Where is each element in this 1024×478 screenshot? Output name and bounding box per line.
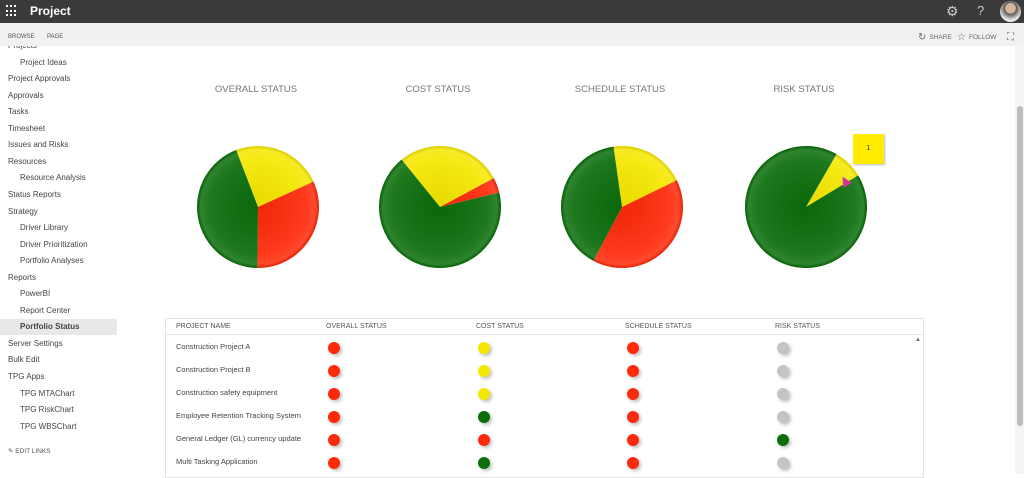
app-title[interactable]: Project bbox=[30, 4, 71, 18]
status-indicator-gray bbox=[777, 365, 789, 377]
project-name[interactable]: Employee Retention Tracking System bbox=[176, 411, 302, 420]
status-indicator-red bbox=[627, 365, 639, 377]
waffle-icon[interactable] bbox=[6, 5, 18, 17]
chart-title: RISK STATUS bbox=[773, 84, 835, 95]
pie-schedule-status bbox=[561, 146, 683, 268]
share-icon: ↻ bbox=[918, 32, 927, 43]
pie-overall-status bbox=[197, 145, 320, 268]
share-label: SHARE bbox=[929, 34, 952, 41]
status-indicator-red bbox=[478, 434, 490, 446]
star-icon: ☆ bbox=[957, 32, 966, 43]
table-row[interactable]: Construction safety equipment bbox=[166, 382, 923, 405]
edit-links-label: EDIT LINKS bbox=[15, 448, 51, 455]
sidebar-item-status-reports[interactable]: Status Reports bbox=[8, 189, 61, 199]
sidebar-item-tpg-riskchart[interactable]: TPG RiskChart bbox=[20, 405, 74, 415]
page-scrollbar[interactable] bbox=[1015, 46, 1024, 474]
table-row[interactable]: Employee Retention Tracking System bbox=[166, 405, 923, 428]
status-indicator-red bbox=[328, 365, 340, 377]
col-schedule-status[interactable]: SCHEDULE STATUS bbox=[625, 323, 692, 330]
status-indicator-green bbox=[777, 434, 789, 446]
ribbon: BROWSE PAGE ↻ SHARE ☆ FOLLOW ⛶ bbox=[0, 23, 1024, 46]
status-indicator-red bbox=[627, 457, 639, 469]
col-risk-status[interactable]: RISK STATUS bbox=[775, 323, 820, 330]
sidebar-item-server-settings[interactable]: Server Settings bbox=[8, 338, 63, 348]
project-name[interactable]: Multi Tasking Application bbox=[176, 457, 258, 466]
table-row[interactable]: General Ledger (GL) currency update bbox=[166, 428, 923, 451]
sidebar-item-strategy[interactable]: Strategy bbox=[8, 206, 38, 216]
focus-icon[interactable]: ⛶ bbox=[1007, 32, 1014, 43]
status-indicator-red bbox=[627, 411, 639, 423]
help-icon[interactable]: ? bbox=[977, 3, 985, 18]
status-indicator-yellow bbox=[478, 365, 490, 377]
status-indicator-red bbox=[328, 411, 340, 423]
sidebar-item-reports[interactable]: Reports bbox=[8, 272, 37, 282]
status-indicator-gray bbox=[777, 342, 789, 354]
pie-tooltip: 1 bbox=[853, 134, 884, 164]
table-row[interactable]: Construction Project B bbox=[166, 359, 923, 382]
table-row[interactable]: Construction Project A bbox=[166, 336, 923, 359]
quick-launch: ✎ EDIT LINKS Projects Project Ideas Projec… bbox=[0, 46, 117, 474]
status-indicator-red bbox=[328, 434, 340, 446]
sidebar-item-tasks[interactable]: Tasks bbox=[8, 107, 29, 117]
status-indicator-red bbox=[328, 342, 340, 354]
pie-risk-status bbox=[745, 146, 868, 269]
sidebar-item-tpg-mtachart[interactable]: TPG MTAChart bbox=[20, 388, 75, 398]
suite-bar: Project ⚙ ? bbox=[0, 0, 1024, 23]
col-overall-status[interactable]: OVERALL STATUS bbox=[326, 323, 387, 330]
sidebar-item-portfolio-analyses[interactable]: Portfolio Analyses bbox=[20, 256, 84, 266]
avatar[interactable] bbox=[1000, 1, 1021, 22]
sidebar-item-projects[interactable]: Projects bbox=[0, 46, 117, 54]
col-cost-status[interactable]: COST STATUS bbox=[476, 323, 524, 330]
chart-title: COST STATUS bbox=[405, 84, 471, 95]
sidebar-item-project-approvals[interactable]: Project Approvals bbox=[8, 74, 71, 84]
project-name[interactable]: Construction Project B bbox=[176, 365, 251, 374]
tab-browse[interactable]: BROWSE bbox=[8, 34, 35, 40]
sidebar-item-portfolio-status[interactable]: Portfolio Status bbox=[0, 319, 117, 336]
status-indicator-red bbox=[627, 342, 639, 354]
sidebar-item-project-ideas[interactable]: Project Ideas bbox=[20, 57, 67, 67]
project-name[interactable]: General Ledger (GL) currency update bbox=[176, 434, 302, 443]
status-indicator-green bbox=[478, 411, 490, 423]
gear-icon[interactable]: ⚙ bbox=[946, 3, 959, 19]
sidebar-item-tpg-apps[interactable]: TPG Apps bbox=[8, 372, 45, 381]
sidebar-item-resource-analysis[interactable]: Resource Analysis bbox=[20, 173, 86, 183]
project-status-table: PROJECT NAME OVERALL STATUS COST STATUS … bbox=[165, 318, 924, 478]
project-name[interactable]: Construction Project A bbox=[176, 342, 251, 351]
sidebar-item-bulk-edit[interactable]: Bulk Edit bbox=[8, 355, 40, 365]
scroll-up-icon[interactable]: ▲ bbox=[915, 337, 921, 343]
project-name[interactable]: Construction safety equipment bbox=[176, 388, 278, 397]
follow-button[interactable]: ☆ FOLLOW bbox=[957, 32, 996, 43]
follow-label: FOLLOW bbox=[968, 34, 997, 41]
status-indicator-yellow bbox=[478, 342, 490, 354]
table-header: PROJECT NAME OVERALL STATUS COST STATUS … bbox=[166, 319, 923, 335]
status-indicator-gray bbox=[777, 411, 789, 423]
sidebar-item-approvals[interactable]: Approvals bbox=[8, 90, 44, 100]
status-indicator-yellow bbox=[478, 388, 490, 400]
sidebar-item-timesheet[interactable]: Timesheet bbox=[8, 123, 46, 133]
table-row[interactable]: Multi Tasking Application bbox=[166, 451, 923, 474]
status-indicator-red bbox=[627, 434, 639, 446]
status-indicator-red bbox=[328, 457, 340, 469]
sidebar-item-tpg-wbschart[interactable]: TPG WBSChart bbox=[20, 421, 77, 431]
chart-title: SCHEDULE STATUS bbox=[574, 84, 666, 95]
sidebar-item-resources[interactable]: Resources bbox=[8, 156, 47, 166]
status-indicator-gray bbox=[777, 457, 789, 469]
pie-cost-status bbox=[379, 146, 501, 268]
status-indicator-red bbox=[627, 388, 639, 400]
sidebar-item-report-center[interactable]: Report Center bbox=[20, 305, 71, 315]
tab-page[interactable]: PAGE bbox=[47, 34, 64, 40]
status-indicator-gray bbox=[777, 388, 789, 400]
edit-links-button[interactable]: ✎ EDIT LINKS bbox=[8, 448, 51, 455]
col-project-name[interactable]: PROJECT NAME bbox=[176, 323, 231, 330]
sidebar-item-driver-library[interactable]: Driver Library bbox=[20, 223, 69, 233]
scrollbar-thumb[interactable] bbox=[1017, 106, 1023, 426]
sidebar-item-issues-and-risks[interactable]: Issues and Risks bbox=[8, 140, 69, 150]
sidebar-item-driver-prioritization[interactable]: Driver Prioritization bbox=[20, 239, 88, 249]
status-indicator-red bbox=[328, 388, 340, 400]
sidebar-item-powerbi[interactable]: PowerBI bbox=[20, 289, 51, 299]
chart-title: OVERALL STATUS bbox=[214, 84, 298, 95]
share-button[interactable]: ↻ SHARE bbox=[918, 32, 952, 43]
status-indicator-green bbox=[478, 457, 490, 469]
